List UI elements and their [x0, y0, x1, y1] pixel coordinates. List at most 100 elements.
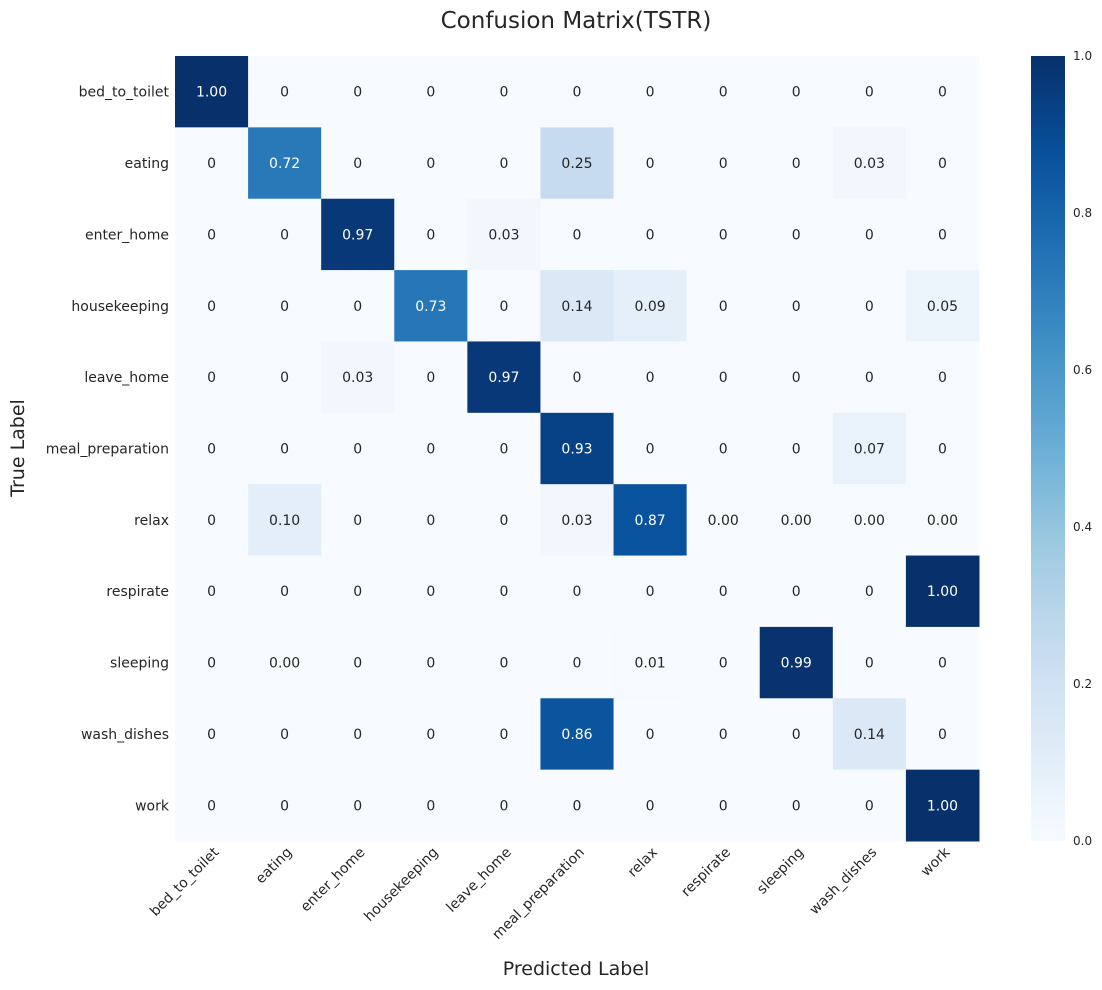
- cell-value-label: 0: [719, 727, 728, 743]
- heatmap-cell: [540, 56, 615, 128]
- heatmap-cell: [905, 270, 980, 342]
- cell-value-label: 0: [426, 156, 435, 172]
- cell-value-label: 0: [207, 299, 216, 315]
- x-tick-label: housekeeping: [361, 845, 441, 925]
- heatmap-cell: [321, 270, 395, 342]
- cell-value-label: 0.93: [561, 442, 592, 458]
- cell-value-label: 0: [792, 798, 801, 814]
- cell-value-label: 0: [792, 227, 801, 243]
- heatmap-cell: [248, 484, 322, 557]
- cell-value-label: 0: [353, 442, 362, 458]
- cell-value-label: 0: [353, 513, 362, 529]
- cell-value-label: 1.00: [927, 584, 958, 600]
- cell-value-label: 0: [865, 85, 874, 101]
- heatmap-cell: [248, 56, 322, 128]
- cell-value-label: 0.03: [561, 513, 592, 529]
- cell-value-label: 0: [426, 727, 435, 743]
- cell-value-label: 0: [207, 513, 216, 529]
- heatmap-cell: [175, 412, 249, 485]
- cell-value-label: 0: [646, 85, 655, 101]
- heatmap-cell: [467, 769, 541, 842]
- heatmap-cell: [175, 341, 249, 414]
- heatmap-cell: [248, 341, 322, 414]
- x-tick-label: wash_dishes: [807, 845, 881, 919]
- cell-value-label: 0: [207, 370, 216, 386]
- heatmap-cell: [394, 127, 468, 200]
- cell-value-label: 0: [426, 227, 435, 243]
- cell-value-label: 0: [207, 798, 216, 814]
- heatmap-cell: [248, 270, 322, 342]
- x-tick-label: respirate: [678, 845, 734, 901]
- heatmap-cell: [540, 412, 615, 485]
- y-tick-label: leave_home: [84, 370, 169, 386]
- cell-value-label: 0.25: [561, 156, 592, 172]
- heatmap-cell: [394, 198, 468, 271]
- chart-title: Confusion Matrix(TSTR): [441, 8, 712, 34]
- heatmap-cell: [248, 698, 322, 771]
- cell-value-label: 0.00: [269, 656, 300, 672]
- heatmap-cell: [540, 127, 615, 200]
- cell-value-label: 0: [719, 798, 728, 814]
- cell-value-label: 0: [938, 227, 947, 243]
- heatmap-cell: [394, 769, 468, 842]
- heatmap-cell: [467, 127, 541, 200]
- y-tick-label: sleeping: [110, 656, 169, 672]
- heatmap-cell: [686, 198, 761, 271]
- cell-value-label: 0: [719, 442, 728, 458]
- cell-value-label: 0.05: [927, 299, 958, 315]
- cell-value-label: 0.86: [561, 727, 592, 743]
- heatmap-cell: [175, 626, 249, 699]
- heatmap-cell: [321, 484, 395, 557]
- heatmap-cell: [321, 127, 395, 200]
- cell-value-label: 0.03: [854, 156, 885, 172]
- cell-value-label: 0: [280, 798, 289, 814]
- heatmap-cell: [175, 198, 249, 271]
- cell-value-label: 0: [865, 798, 874, 814]
- heatmap-cell: [686, 341, 761, 414]
- heatmap-cell: [686, 484, 761, 557]
- cell-value-label: 0.73: [415, 299, 446, 315]
- cell-value-label: 0: [719, 656, 728, 672]
- heatmap-cell: [759, 198, 834, 271]
- heatmap-cell: [832, 626, 907, 699]
- cell-value-label: 0.03: [488, 227, 519, 243]
- heatmap-cell: [540, 198, 615, 271]
- heatmap-cell: [613, 484, 688, 557]
- heatmap-cell: [321, 555, 395, 628]
- heatmap-cell: [394, 484, 468, 557]
- heatmap-cell: [905, 341, 980, 414]
- colorbar-tick-label: 1.0: [1073, 49, 1092, 63]
- cell-value-label: 0: [792, 85, 801, 101]
- cell-value-label: 0: [792, 370, 801, 386]
- heatmap-cell: [613, 341, 688, 414]
- cell-value-label: 0: [646, 227, 655, 243]
- cell-value-label: 0: [719, 227, 728, 243]
- heatmap-cell: [686, 56, 761, 128]
- y-tick-label: respirate: [106, 584, 169, 600]
- cell-value-label: 0.00: [781, 513, 812, 529]
- heatmap-cell: [394, 56, 468, 128]
- cell-value-label: 1.00: [196, 85, 227, 101]
- cell-value-label: 0: [353, 798, 362, 814]
- cell-value-label: 0: [426, 85, 435, 101]
- cell-value-label: 0: [426, 442, 435, 458]
- cell-value-label: 0: [719, 584, 728, 600]
- cell-value-label: 1.00: [927, 798, 958, 814]
- cell-value-label: 0: [719, 85, 728, 101]
- heatmap-cell: [832, 56, 907, 128]
- heatmap-cell: [467, 698, 541, 771]
- cell-value-label: 0: [280, 227, 289, 243]
- heatmap-cell: [686, 698, 761, 771]
- heatmap-cell: [905, 626, 980, 699]
- cell-value-label: 0.97: [342, 227, 373, 243]
- cell-value-label: 0.87: [635, 513, 666, 529]
- x-tick-label: leave_home: [444, 845, 515, 916]
- heatmap-cell: [248, 769, 322, 842]
- heatmap-cell: [321, 412, 395, 485]
- heatmap-cell: [467, 198, 541, 271]
- heatmap-cell: [540, 769, 615, 842]
- heatmap-cell: [686, 626, 761, 699]
- cell-value-label: 0: [499, 156, 508, 172]
- heatmap-cell: [467, 270, 541, 342]
- cell-value-label: 0: [792, 156, 801, 172]
